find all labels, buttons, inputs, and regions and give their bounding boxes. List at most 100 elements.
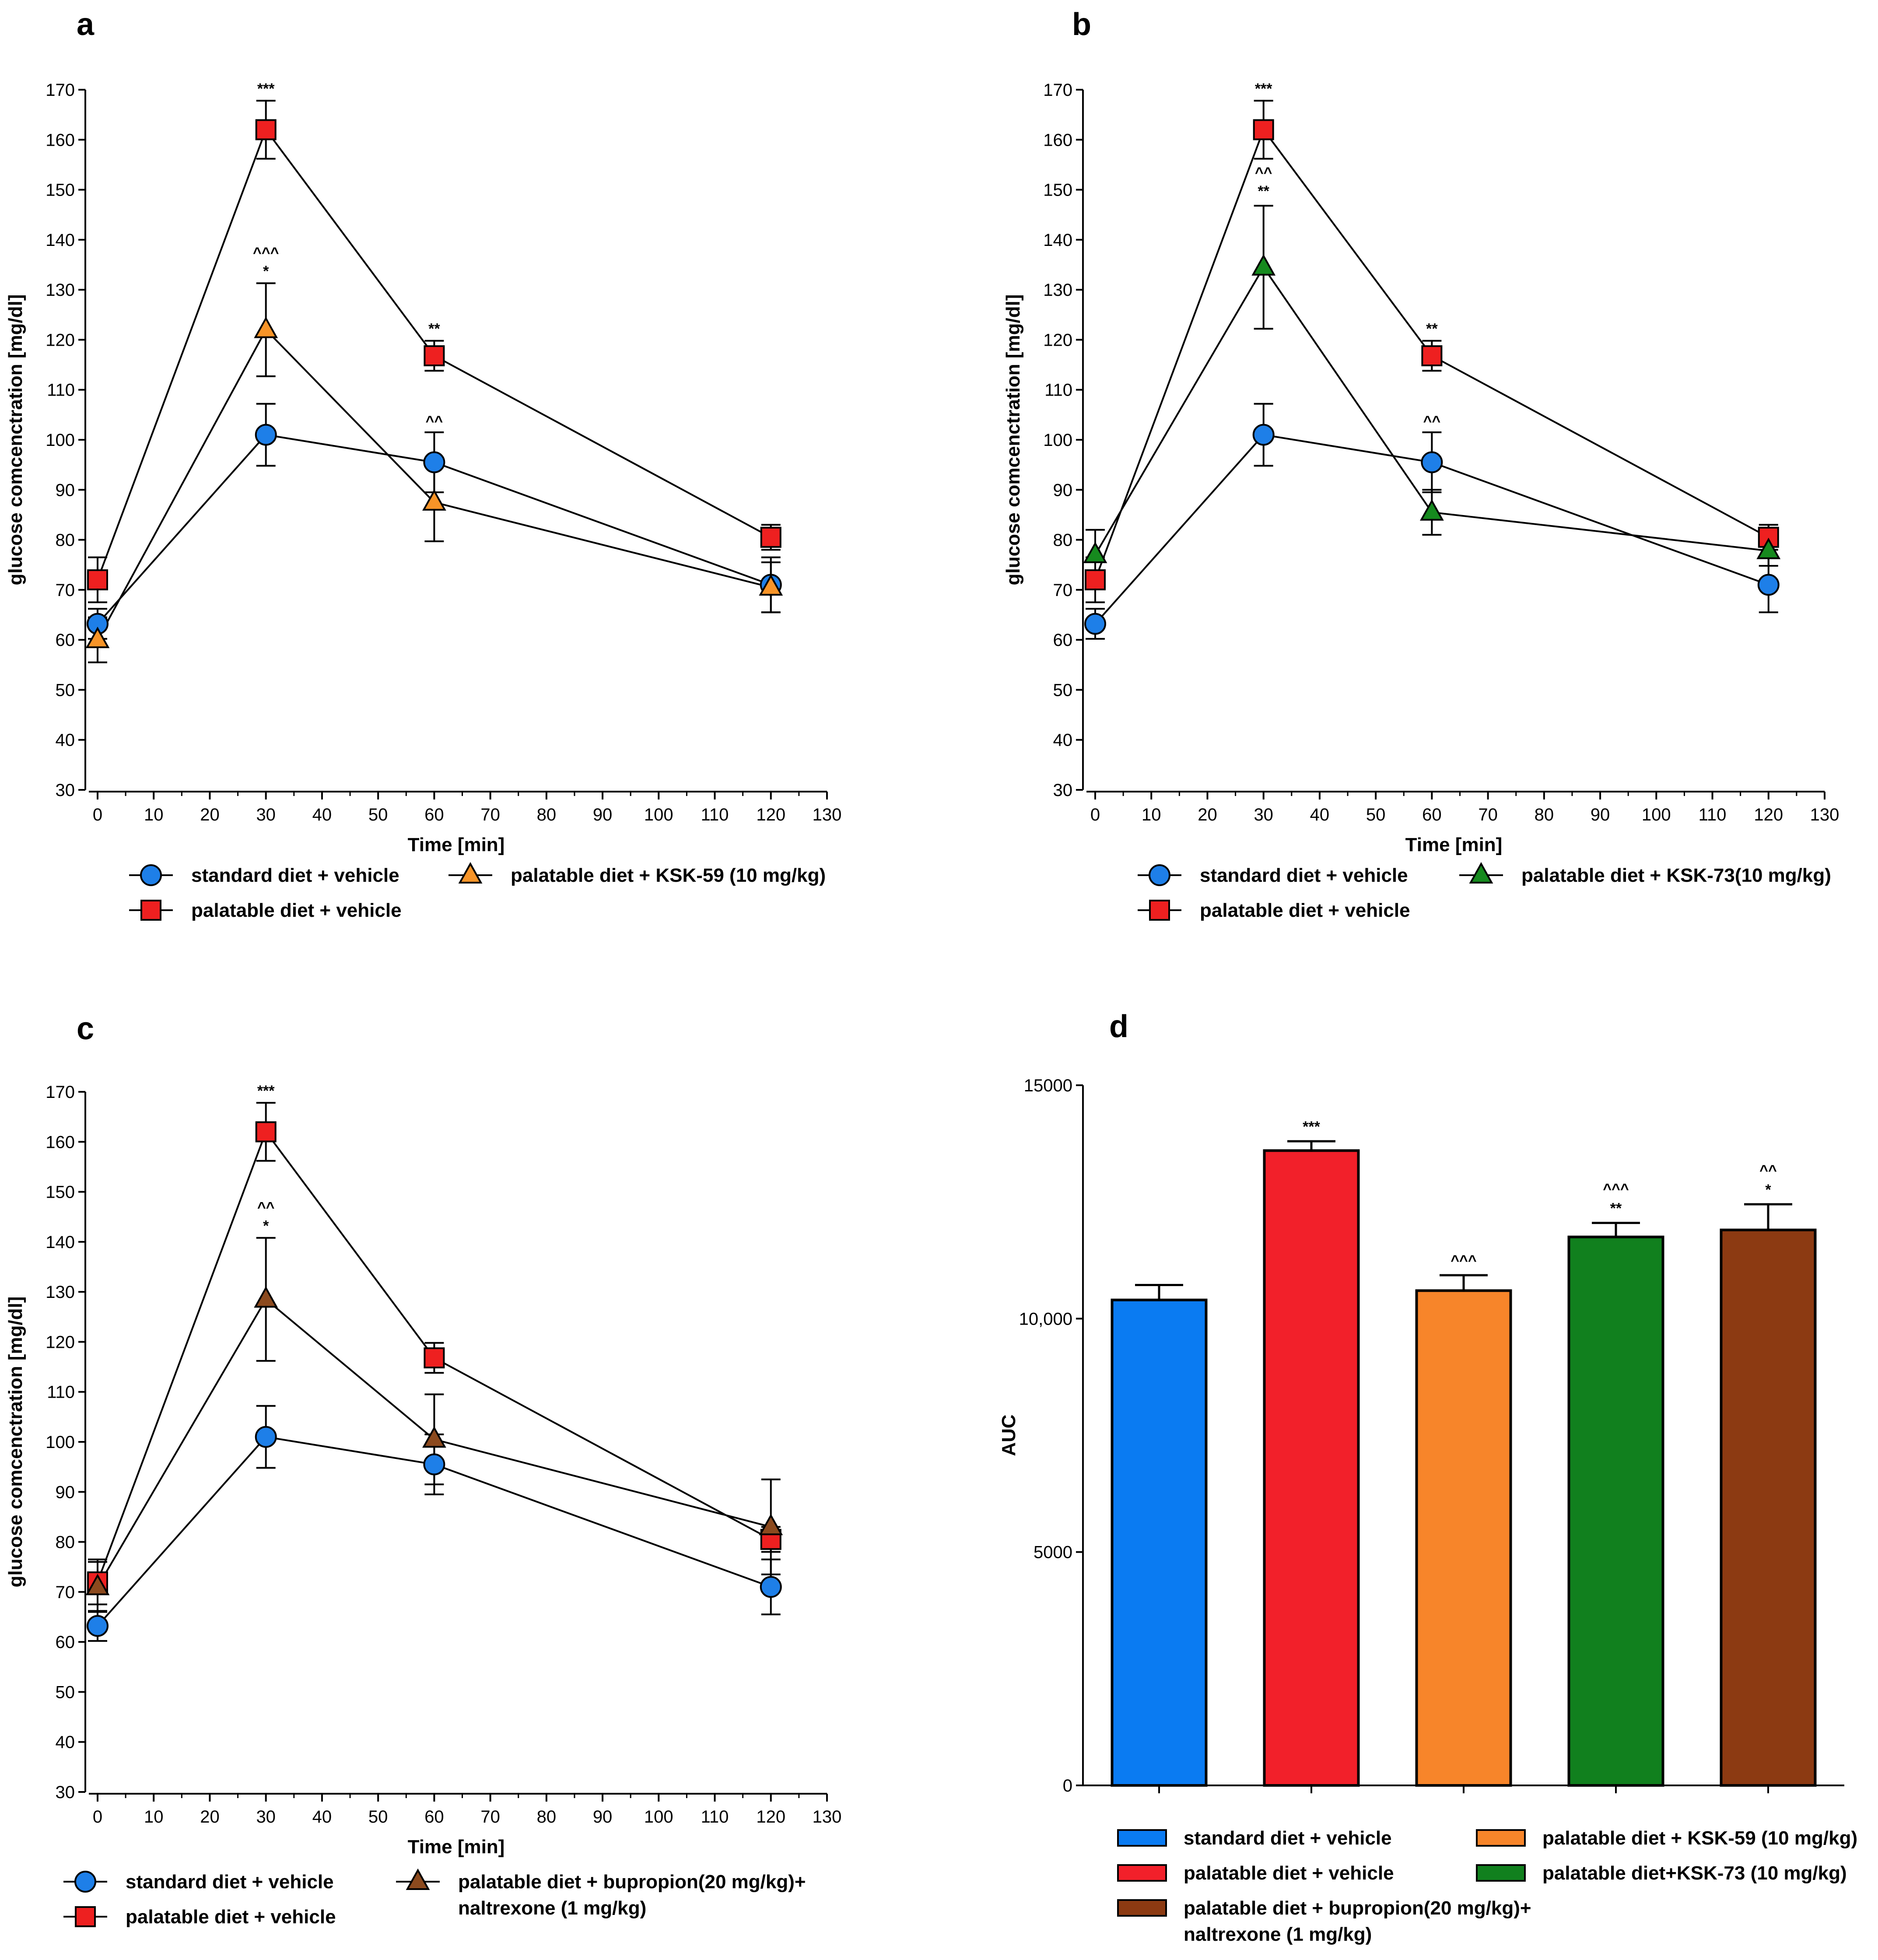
y-tick-label: 140 bbox=[46, 231, 75, 250]
y-tick-label: 80 bbox=[56, 1533, 75, 1552]
legend-marker bbox=[74, 1871, 96, 1893]
legend-marker bbox=[1149, 864, 1170, 886]
x-tick-label: 120 bbox=[1754, 805, 1783, 824]
x-tick-label: 130 bbox=[813, 805, 842, 824]
data-point bbox=[423, 1453, 445, 1476]
panel-d-chart: 0 5000 10,000 15000 AUC *** ^^^ ^^^ ** ^^ * standar… bbox=[998, 1076, 1857, 1945]
y-tick-label: 170 bbox=[1043, 81, 1072, 100]
x-tick-label: 30 bbox=[256, 805, 276, 824]
x-tick-label: 40 bbox=[312, 805, 332, 824]
x-tick-label: 110 bbox=[701, 805, 729, 824]
x-tick-label: 70 bbox=[1478, 805, 1498, 824]
x-tick-label: 130 bbox=[813, 1807, 842, 1827]
y-tick-label: 60 bbox=[56, 1633, 75, 1652]
x-tick-label: 80 bbox=[537, 805, 557, 824]
legend-swatch bbox=[1476, 1864, 1526, 1882]
y-tick-label: 160 bbox=[46, 130, 75, 150]
legend-marker bbox=[75, 1906, 96, 1927]
y-tick-label: 40 bbox=[1053, 731, 1073, 750]
data-point bbox=[423, 451, 445, 473]
y-tick-label: 80 bbox=[56, 531, 75, 550]
significance-label: ** bbox=[1258, 183, 1269, 200]
series-line bbox=[1094, 434, 1769, 624]
x-tick-label: 80 bbox=[537, 1807, 557, 1827]
data-point bbox=[1085, 569, 1106, 590]
significance-label: *** bbox=[1303, 1118, 1320, 1135]
y-tick-label: 70 bbox=[56, 1583, 75, 1602]
x-tick-label: 50 bbox=[368, 1807, 388, 1827]
data-point bbox=[760, 1576, 782, 1598]
data-point bbox=[254, 1286, 278, 1308]
data-point bbox=[1083, 541, 1107, 563]
legend-label: palatable diet + KSK-73(10 mg/kg) bbox=[1521, 865, 1831, 886]
legend-label: naltrexone (1 mg/kg) bbox=[458, 1897, 646, 1919]
y-tick-label: 130 bbox=[1043, 281, 1072, 300]
significance-label: ^^ bbox=[1759, 1162, 1777, 1179]
y-tick-label: 0 bbox=[1063, 1776, 1072, 1795]
y-axis-title: AUC bbox=[998, 1414, 1020, 1456]
bar bbox=[1720, 1228, 1817, 1787]
significance-label: *** bbox=[257, 1083, 275, 1099]
data-point bbox=[87, 569, 108, 590]
data-point bbox=[759, 574, 783, 596]
y-tick-label: 15000 bbox=[1024, 1076, 1072, 1095]
y-tick-label: 140 bbox=[46, 1233, 75, 1252]
x-tick-label: 0 bbox=[93, 805, 102, 824]
legend-marker bbox=[406, 1868, 430, 1890]
data-point bbox=[255, 1426, 277, 1448]
x-tick-label: 60 bbox=[424, 805, 444, 824]
panel-letter-b: b bbox=[1072, 7, 1091, 42]
x-tick-label: 20 bbox=[200, 1807, 220, 1827]
y-tick-label: 90 bbox=[1053, 480, 1073, 500]
significance-label: ** bbox=[428, 320, 440, 337]
significance-label: *** bbox=[257, 81, 275, 97]
data-point bbox=[255, 424, 277, 446]
x-tick-label: 90 bbox=[593, 805, 613, 824]
y-tick-label: 140 bbox=[1043, 231, 1072, 250]
y-tick-label: 150 bbox=[46, 181, 75, 200]
legend-label: palatable diet + vehicle bbox=[126, 1906, 336, 1928]
y-tick-label: 70 bbox=[56, 581, 75, 600]
y-tick-label: 90 bbox=[56, 480, 75, 500]
legend-label: palatable diet + bupropion(20 mg/kg)+ bbox=[458, 1871, 806, 1893]
x-axis-title: Time [min] bbox=[408, 834, 505, 856]
significance-label: ^^^ bbox=[253, 245, 279, 261]
data-point bbox=[424, 345, 445, 366]
legend-swatch bbox=[1476, 1829, 1526, 1847]
data-point bbox=[255, 1121, 277, 1143]
data-point bbox=[1253, 119, 1274, 140]
bar bbox=[1111, 1298, 1208, 1787]
x-tick-label: 100 bbox=[1642, 805, 1671, 824]
data-point bbox=[87, 1615, 109, 1637]
x-tick-label: 120 bbox=[756, 1807, 785, 1827]
y-tick-label: 120 bbox=[1043, 330, 1072, 350]
y-tick-label: 110 bbox=[47, 381, 75, 400]
y-tick-label: 40 bbox=[56, 1733, 75, 1752]
y-tick-label: 120 bbox=[46, 330, 75, 350]
data-point bbox=[85, 1574, 110, 1595]
series-line bbox=[97, 434, 771, 624]
bar bbox=[1263, 1149, 1360, 1787]
x-tick-label: 80 bbox=[1535, 805, 1554, 824]
legend-label: standard diet + vehicle bbox=[1184, 1827, 1392, 1849]
x-axis-title: Time [min] bbox=[1405, 834, 1503, 856]
panel-letter-c: c bbox=[77, 1011, 94, 1046]
x-tick-label: 110 bbox=[1699, 805, 1727, 824]
y-tick-label: 30 bbox=[1053, 781, 1073, 800]
legend-label: naltrexone (1 mg/kg) bbox=[1184, 1924, 1372, 1945]
legend-marker bbox=[1149, 900, 1170, 921]
significance-label: ** bbox=[1610, 1200, 1622, 1217]
x-tick-label: 0 bbox=[93, 1807, 102, 1827]
data-point bbox=[760, 526, 781, 548]
data-point bbox=[1421, 345, 1443, 366]
x-tick-label: 100 bbox=[644, 805, 673, 824]
data-point bbox=[1419, 499, 1444, 521]
x-tick-label: 70 bbox=[480, 1807, 500, 1827]
panel-c-chart: 30 40 50 60 70 80 90 100 110 120 130 140 150 160 170 0 1… bbox=[5, 1083, 841, 1928]
legend-swatch bbox=[1117, 1829, 1167, 1847]
x-tick-label: 10 bbox=[144, 805, 164, 824]
bar bbox=[1567, 1235, 1664, 1787]
y-axis-title: glucose comcenctration [mg/dl] bbox=[1002, 295, 1024, 586]
legend-label: palatable diet + vehicle bbox=[1184, 1862, 1394, 1884]
